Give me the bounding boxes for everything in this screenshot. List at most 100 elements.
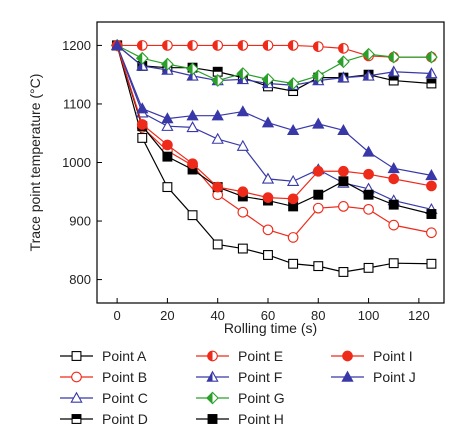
legend-label: Point B	[102, 369, 147, 385]
legend-label: Point J	[373, 369, 416, 385]
data-point-marker	[388, 199, 399, 210]
y-tick-label: 1100	[63, 96, 91, 111]
data-point-marker	[337, 71, 350, 83]
data-point-marker	[135, 51, 149, 65]
legend-item: Point I	[331, 348, 413, 364]
data-point-marker	[362, 47, 375, 61]
legend-item: Point G	[196, 390, 285, 406]
legend-label: Point F	[238, 369, 282, 385]
data-point-marker	[388, 173, 400, 185]
data-point-marker	[342, 350, 353, 362]
data-point-marker	[162, 40, 173, 51]
legend-item: Point B	[60, 369, 147, 385]
legend-label: Point G	[238, 390, 285, 406]
data-point-marker	[162, 139, 173, 151]
data-point-marker	[263, 250, 273, 260]
data-point-marker	[387, 50, 401, 64]
data-point-marker	[286, 123, 300, 136]
y-tick-label: 1000	[62, 155, 91, 170]
data-point-marker	[312, 202, 324, 214]
legend-item: Point H	[196, 411, 284, 427]
data-point-marker	[211, 109, 224, 121]
legend-label: Point D	[102, 411, 148, 427]
legend-item: Point J	[331, 369, 416, 385]
data-point-marker	[362, 69, 375, 81]
data-point-marker	[137, 132, 148, 143]
data-point-marker	[207, 350, 218, 362]
data-point-marker	[286, 174, 300, 186]
data-point-marker	[261, 116, 275, 128]
data-point-marker	[338, 165, 349, 177]
data-point-marker	[212, 40, 224, 51]
data-point-marker	[286, 77, 300, 90]
data-point-marker	[341, 370, 354, 382]
legend-label: Point E	[238, 348, 283, 364]
series-point-a	[112, 40, 437, 277]
data-point-marker	[71, 414, 82, 424]
data-point-marker	[237, 243, 248, 254]
legend-item: Point D	[60, 411, 148, 427]
data-point-marker	[425, 50, 438, 64]
data-point-marker	[262, 192, 274, 203]
data-point-marker	[287, 40, 299, 51]
data-point-marker	[288, 258, 299, 269]
data-point-marker	[162, 151, 173, 162]
data-point-marker	[425, 169, 438, 181]
legend-item: Point E	[196, 348, 283, 364]
series-point-i	[111, 40, 437, 205]
data-point-marker	[207, 414, 218, 424]
data-point-marker	[206, 391, 219, 405]
data-point-marker	[338, 201, 349, 212]
data-point-marker	[312, 41, 324, 52]
data-point-marker	[236, 139, 249, 151]
axis-ticks: 0 20 40 60 80 100 120 800 900 1000 1100 1200	[62, 38, 430, 323]
legend-label: Point H	[238, 411, 284, 427]
data-point-marker	[363, 189, 374, 200]
data-point-marker	[426, 209, 437, 219]
data-point-marker	[313, 189, 324, 200]
legend: Point A Point B Point C Point D Point E Point…	[60, 348, 416, 427]
data-point-marker	[287, 193, 299, 205]
x-tick-label: 20	[160, 308, 174, 323]
legend-label: Point A	[102, 348, 147, 364]
series-group	[110, 39, 438, 277]
y-tick-label: 800	[69, 272, 91, 287]
data-point-marker	[388, 219, 400, 231]
data-point-marker	[262, 224, 274, 236]
data-point-marker	[136, 102, 149, 114]
data-point-marker	[187, 210, 198, 221]
legend-item: Point F	[196, 369, 282, 385]
data-point-marker	[338, 176, 349, 187]
data-point-marker	[363, 203, 374, 215]
data-point-marker	[136, 59, 149, 71]
data-point-marker	[312, 117, 325, 129]
data-point-marker	[338, 267, 349, 277]
y-axis-label: Trace point temperature (°C)	[27, 74, 43, 252]
data-point-marker	[187, 158, 198, 170]
data-point-marker	[426, 227, 437, 239]
data-point-marker	[337, 123, 350, 136]
data-point-marker	[211, 132, 224, 144]
data-point-marker	[212, 239, 223, 250]
data-point-marker	[287, 232, 299, 243]
data-point-marker	[363, 168, 374, 180]
data-point-marker	[237, 40, 249, 51]
x-tick-label: 120	[408, 308, 430, 323]
data-point-marker	[161, 119, 174, 131]
x-tick-label: 60	[261, 308, 275, 323]
data-point-marker	[388, 258, 399, 269]
x-axis-label: Rolling time (s)	[224, 320, 317, 336]
data-point-marker	[161, 57, 174, 71]
data-point-marker	[186, 121, 199, 133]
y-tick-label: 900	[69, 214, 91, 229]
data-point-marker	[212, 181, 224, 193]
data-point-marker	[237, 206, 249, 218]
data-point-marker	[262, 40, 274, 51]
data-point-marker	[261, 172, 275, 184]
data-point-marker	[71, 351, 82, 361]
data-point-marker	[338, 42, 349, 54]
data-point-marker	[206, 370, 219, 382]
data-point-marker	[426, 180, 437, 192]
x-tick-label: 0	[113, 308, 120, 323]
